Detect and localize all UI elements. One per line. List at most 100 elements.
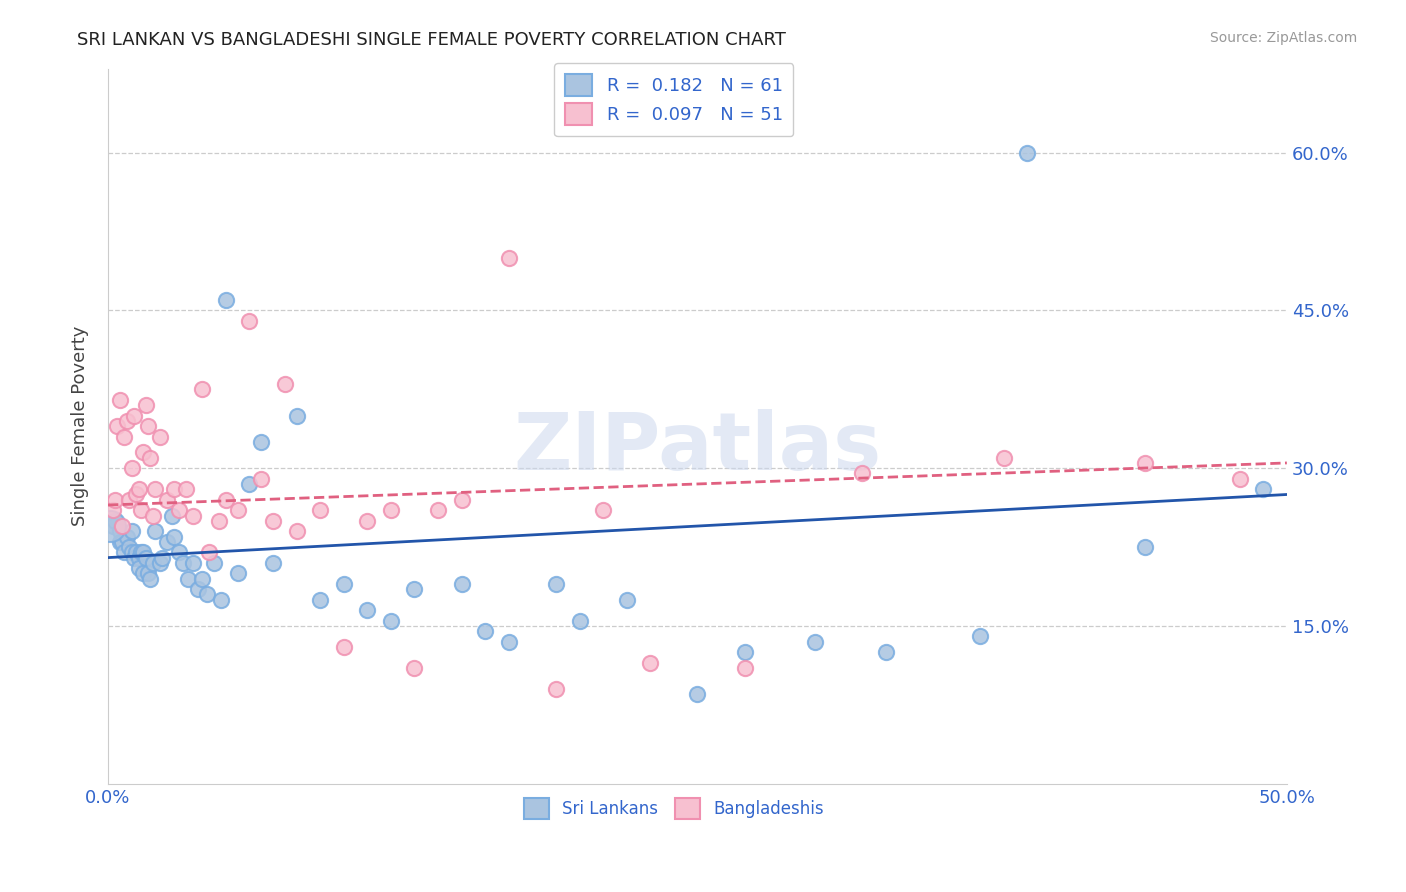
Text: ZIPatlas: ZIPatlas [513,409,882,486]
Point [404,582,426,596]
Point [143,524,166,539]
Point [160,508,183,523]
Point [309,503,332,517]
Point [115,414,138,428]
Point [474,624,496,639]
Point [121,524,143,539]
Point [498,251,520,265]
Point [356,603,378,617]
Point [121,461,143,475]
Point [163,482,186,496]
Point [592,503,614,517]
Point [167,503,190,517]
Point [450,492,472,507]
Point [544,682,567,697]
Text: Source: ZipAtlas.com: Source: ZipAtlas.com [1209,31,1357,45]
Point [356,514,378,528]
Point [332,640,354,654]
Point [172,556,194,570]
Point [181,556,204,570]
Point [250,472,273,486]
Text: SRI LANKAN VS BANGLADESHI SINGLE FEMALE POVERTY CORRELATION CHART: SRI LANKAN VS BANGLADESHI SINGLE FEMALE … [77,31,786,49]
Point [226,566,249,581]
Point [136,566,159,581]
Point [118,492,141,507]
Point [262,514,284,528]
Point [1135,456,1157,470]
Point [262,556,284,570]
Point [129,503,152,517]
Point [167,545,190,559]
Point [274,377,297,392]
Point [851,467,873,481]
Point [150,550,173,565]
Point [132,545,155,559]
Point [734,645,756,659]
Point [139,450,162,465]
Point [198,545,221,559]
Point [121,545,143,559]
Point [238,477,260,491]
Point [101,519,124,533]
Point [128,561,150,575]
Point [191,382,214,396]
Point [380,614,402,628]
Point [250,434,273,449]
Point [135,550,157,565]
Point [111,534,134,549]
Point [638,656,661,670]
Point [107,419,129,434]
Point [734,661,756,675]
Point [191,572,214,586]
Point [149,556,172,570]
Point [139,572,162,586]
Point [875,645,897,659]
Point [111,519,134,533]
Point [285,409,308,423]
Point [128,482,150,496]
Point [1251,482,1274,496]
Point [136,419,159,434]
Point [174,482,197,496]
Legend: Sri Lankans, Bangladeshis: Sri Lankans, Bangladeshis [517,792,831,825]
Point [1229,472,1251,486]
Point [969,630,991,644]
Point [108,524,131,539]
Point [163,530,186,544]
Point [804,634,827,648]
Point [108,392,131,407]
Point [332,577,354,591]
Point [202,556,225,570]
Point [285,524,308,539]
Point [181,508,204,523]
Point [108,534,131,549]
Point [135,398,157,412]
Point [568,614,591,628]
Point [129,545,152,559]
Y-axis label: Single Female Poverty: Single Female Poverty [72,326,89,526]
Point [209,592,232,607]
Point [498,634,520,648]
Point [122,409,145,423]
Point [1135,540,1157,554]
Point [142,508,165,523]
Point [101,503,124,517]
Point [98,519,121,533]
Point [115,530,138,544]
Point [427,503,450,517]
Point [215,492,238,507]
Point [450,577,472,591]
Point [993,450,1015,465]
Point [128,550,150,565]
Point [208,514,231,528]
Point [132,445,155,459]
Point [143,482,166,496]
Point [238,314,260,328]
Point [132,566,155,581]
Point [177,572,200,586]
Point [226,503,249,517]
Point [104,514,127,528]
Point [122,550,145,565]
Point [118,540,141,554]
Point [125,487,148,501]
